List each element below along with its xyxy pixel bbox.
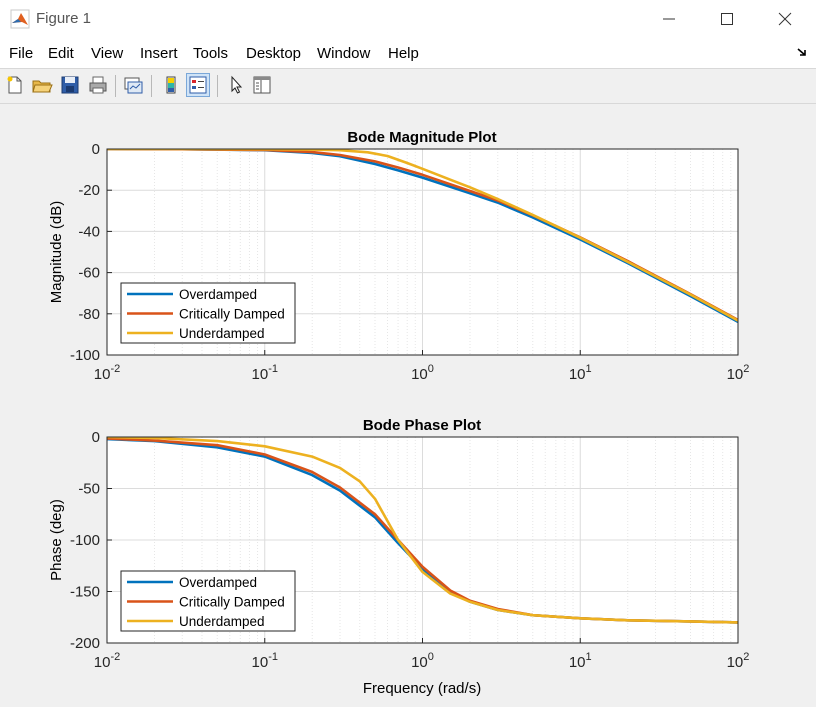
phase-y-tick-label: -150 <box>70 584 100 601</box>
property-inspector-icon <box>253 76 271 94</box>
menu-desktop[interactable]: Desktop <box>246 45 302 62</box>
new-figure-icon <box>7 76 22 94</box>
bode-plots: Bode Magnitude Plot Magnitude (dB) 10-2 1… <box>48 129 749 697</box>
magnitude-legend-label: Underdamped <box>179 326 265 341</box>
phase-plot-title: Bode Phase Plot <box>363 417 481 434</box>
menu-file[interactable]: File <box>9 45 34 62</box>
phase-x-tick-label: 10-2 <box>94 651 120 671</box>
magnitude-y-tick-label: -20 <box>78 182 100 199</box>
figure-canvas: Bode Magnitude Plot Magnitude (dB) 10-2 1… <box>0 104 816 707</box>
menu-tools[interactable]: Tools <box>193 45 229 62</box>
magnitude-x-tick-label: 102 <box>727 363 750 383</box>
magnitude-legend-label: Overdamped <box>179 287 257 302</box>
phase-y-tick-label: 0 <box>92 429 100 446</box>
new-figure-button[interactable] <box>4 74 26 96</box>
magnitude-x-tick-label: 10-1 <box>252 363 278 383</box>
phase-axes-box <box>106 436 739 644</box>
dock-arrow-icon[interactable] <box>796 46 808 58</box>
phase-series-underdamped <box>107 437 738 624</box>
minimize-icon <box>663 18 675 20</box>
open-file-button[interactable] <box>31 74 53 96</box>
magnitude-y-axis-label: Magnitude (dB) <box>48 201 65 304</box>
toolbar-separator <box>151 75 152 97</box>
link-plot-button[interactable] <box>122 74 144 96</box>
insert-colorbar-button[interactable] <box>160 74 182 96</box>
magnitude-y-tick-label: -40 <box>78 223 100 240</box>
magnitude-x-tick-label: 101 <box>569 363 592 383</box>
phase-y-axis-label: Phase (deg) <box>48 499 65 581</box>
close-button[interactable] <box>756 0 814 38</box>
window-title: Figure 1 <box>36 10 92 27</box>
close-icon <box>778 12 792 26</box>
legend-icon <box>189 76 207 94</box>
magnitude-legend-label: Critically Damped <box>179 307 285 322</box>
phase-x-tick-label: 101 <box>569 651 592 671</box>
matlab-logo-icon <box>10 9 30 29</box>
save-icon <box>61 76 79 94</box>
menu-insert[interactable]: Insert <box>140 45 178 62</box>
menu-help[interactable]: Help <box>388 45 419 62</box>
phase-x-tick-label: 102 <box>727 651 750 671</box>
colorbar-icon <box>166 76 176 94</box>
insert-legend-button[interactable] <box>186 73 210 97</box>
maximize-icon <box>721 13 733 25</box>
select-pointer-icon <box>231 75 243 94</box>
print-icon <box>89 76 107 94</box>
phase-y-tick-label: -50 <box>78 481 100 498</box>
toolbar-separator <box>115 75 116 97</box>
magnitude-x-tick-label: 100 <box>411 363 434 383</box>
magnitude-y-tick-label: -100 <box>70 347 100 364</box>
toolbar-separator <box>217 75 218 97</box>
phase-y-tick-label: -200 <box>70 635 100 652</box>
phase-x-axis-label: Frequency (rad/s) <box>363 680 481 697</box>
edit-plot-button[interactable] <box>225 74 247 96</box>
open-file-icon <box>32 80 53 93</box>
menu-window[interactable]: Window <box>317 45 371 62</box>
menu-bar: File Edit View Insert Tools Desktop Wind… <box>0 38 816 68</box>
phase-x-tick-label: 100 <box>411 651 434 671</box>
magnitude-axes[interactable]: Bode Magnitude Plot Magnitude (dB) 10-2 1… <box>48 129 749 383</box>
link-plot-icon <box>124 77 143 94</box>
phase-legend-label: Underdamped <box>179 614 265 629</box>
phase-legend-label: Overdamped <box>179 575 257 590</box>
property-inspector-button[interactable] <box>251 74 273 96</box>
figure-toolbar <box>0 68 816 104</box>
magnitude-axes-box <box>106 148 739 356</box>
magnitude-x-tick-label: 10-2 <box>94 363 120 383</box>
menu-view[interactable]: View <box>91 45 124 62</box>
menu-edit[interactable]: Edit <box>48 45 74 62</box>
phase-x-tick-label: 10-1 <box>252 651 278 671</box>
print-button[interactable] <box>87 74 109 96</box>
save-button[interactable] <box>59 74 81 96</box>
magnitude-y-tick-label: -80 <box>78 306 100 323</box>
maximize-button[interactable] <box>698 0 756 38</box>
phase-y-tick-label: -100 <box>70 532 100 549</box>
magnitude-y-tick-label: 0 <box>92 141 100 158</box>
magnitude-plot-title: Bode Magnitude Plot <box>347 129 496 146</box>
magnitude-y-tick-label: -60 <box>78 265 100 282</box>
phase-legend-label: Critically Damped <box>179 595 285 610</box>
phase-axes[interactable]: Bode Phase Plot Phase (deg) Frequency (r… <box>48 417 749 697</box>
title-bar: Figure 1 <box>0 0 816 38</box>
minimize-button[interactable] <box>640 0 698 38</box>
